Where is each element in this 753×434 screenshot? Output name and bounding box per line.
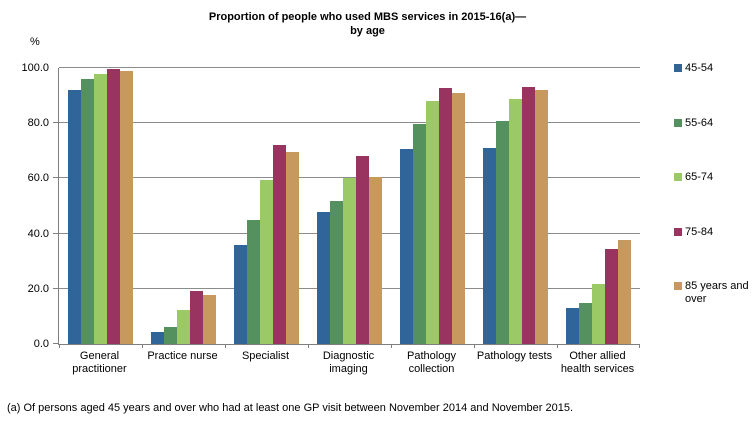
bar-85-years-and-over [618, 239, 631, 344]
bar-65-74 [94, 74, 107, 344]
legend-label: 45-54 [685, 62, 714, 74]
chart-title: Proportion of people who used MBS servic… [0, 10, 735, 38]
category-label: Other allied health services [560, 350, 635, 375]
bar-55-64 [413, 124, 426, 344]
bar-45-54 [400, 148, 413, 344]
x-tick-mark [639, 344, 640, 348]
footnote: (a) Of persons aged 45 years and over wh… [7, 402, 574, 414]
bar-65-74 [426, 101, 439, 344]
bar-45-54 [483, 148, 496, 344]
category-label: Pathology collection [407, 350, 456, 375]
legend-swatch [674, 227, 682, 236]
plot-area [58, 67, 640, 348]
y-tick-label: 80.0 [27, 117, 49, 130]
y-tick-mark [53, 177, 58, 179]
bar-75-84 [605, 249, 618, 344]
bar-75-84 [439, 87, 452, 344]
legend-label: 65-74 [685, 171, 714, 183]
x-tick-mark [391, 344, 392, 348]
bar-45-54 [317, 211, 330, 344]
bar-55-64 [81, 79, 94, 344]
bar-group [474, 68, 557, 344]
bar-55-64 [164, 326, 177, 344]
x-tick-mark [308, 344, 309, 348]
bar-65-74 [260, 179, 273, 344]
category-label: Pathology tests [476, 350, 553, 362]
legend: 45-54 55-64 65-74 75-84 85 years and over [674, 57, 750, 317]
y-tick-mark [53, 122, 58, 124]
legend-label: 75-84 [685, 225, 714, 238]
bar-group [308, 68, 391, 344]
y-tick-label: 20.0 [27, 282, 49, 295]
y-tick-mark [53, 287, 58, 289]
bar-65-74 [592, 284, 605, 344]
legend-label: 55-64 [685, 116, 714, 129]
bar-75-84 [190, 291, 203, 344]
legend-swatch [674, 118, 682, 127]
bar-75-84 [273, 144, 286, 344]
y-tick-mark [53, 232, 58, 234]
legend-item: 85 years and over [674, 280, 750, 306]
bar-group [142, 68, 225, 344]
x-tick-mark [59, 344, 60, 348]
legend-item: 65-74 [674, 171, 713, 184]
bar-group [225, 68, 308, 344]
bar-group [557, 68, 640, 344]
x-axis-labels: General practitioner Practice nurse Specia… [58, 350, 639, 376]
bar-85-years-and-over [120, 70, 133, 344]
bar-85-years-and-over [286, 151, 299, 344]
bar-85-years-and-over [452, 92, 465, 344]
bar-75-84 [356, 156, 369, 344]
bar-85-years-and-over [535, 90, 548, 344]
x-tick-mark [142, 344, 143, 348]
x-tick-mark [557, 344, 558, 348]
x-tick-mark [474, 344, 475, 348]
category-label: Specialist [241, 350, 290, 362]
bar-75-84 [522, 86, 535, 344]
chart-title-line2: by age [350, 25, 385, 37]
legend-swatch [674, 64, 682, 72]
y-tick-mark [53, 343, 58, 344]
x-tick-mark [225, 344, 226, 348]
category-label: Diagnostic imaging [322, 350, 375, 375]
chart-title-line1: Proportion of people who used MBS servic… [208, 11, 527, 23]
y-tick-label: 100.0 [21, 62, 49, 74]
legend-swatch [674, 282, 682, 290]
y-tick-label: 60.0 [27, 172, 49, 185]
bar-45-54 [151, 332, 164, 344]
legend-swatch [674, 173, 682, 181]
y-tick-label: 0.0 [33, 338, 49, 350]
bar-65-74 [177, 310, 190, 344]
bar-75-84 [107, 69, 120, 344]
bar-group [391, 68, 474, 344]
bar-85-years-and-over [203, 294, 216, 344]
bar-45-54 [68, 89, 81, 344]
bar-55-64 [579, 302, 592, 344]
gridline [59, 67, 640, 68]
legend-item: 75-84 [674, 226, 713, 239]
bar-85-years-and-over [369, 176, 382, 344]
legend-item: 45-54 [674, 62, 713, 75]
bar-65-74 [343, 178, 356, 344]
legend-item: 55-64 [674, 117, 713, 130]
category-label: General practitioner [72, 350, 127, 375]
bar-55-64 [247, 220, 260, 344]
bar-45-54 [566, 308, 579, 344]
y-axis-unit-label: % [30, 36, 40, 48]
bar-group [59, 68, 142, 344]
bar-groups [59, 68, 640, 344]
gridline [59, 122, 640, 124]
y-axis: 0.0 20.0 40.0 60.0 80.0 100.0 [0, 62, 58, 350]
category-label: Practice nurse [147, 350, 218, 362]
bar-45-54 [234, 245, 247, 344]
bar-65-74 [509, 99, 522, 344]
y-tick-label: 40.0 [27, 227, 49, 240]
bar-55-64 [496, 121, 509, 344]
bar-55-64 [330, 201, 343, 344]
legend-label: 85 years and over [685, 280, 749, 305]
gridline [59, 177, 640, 179]
